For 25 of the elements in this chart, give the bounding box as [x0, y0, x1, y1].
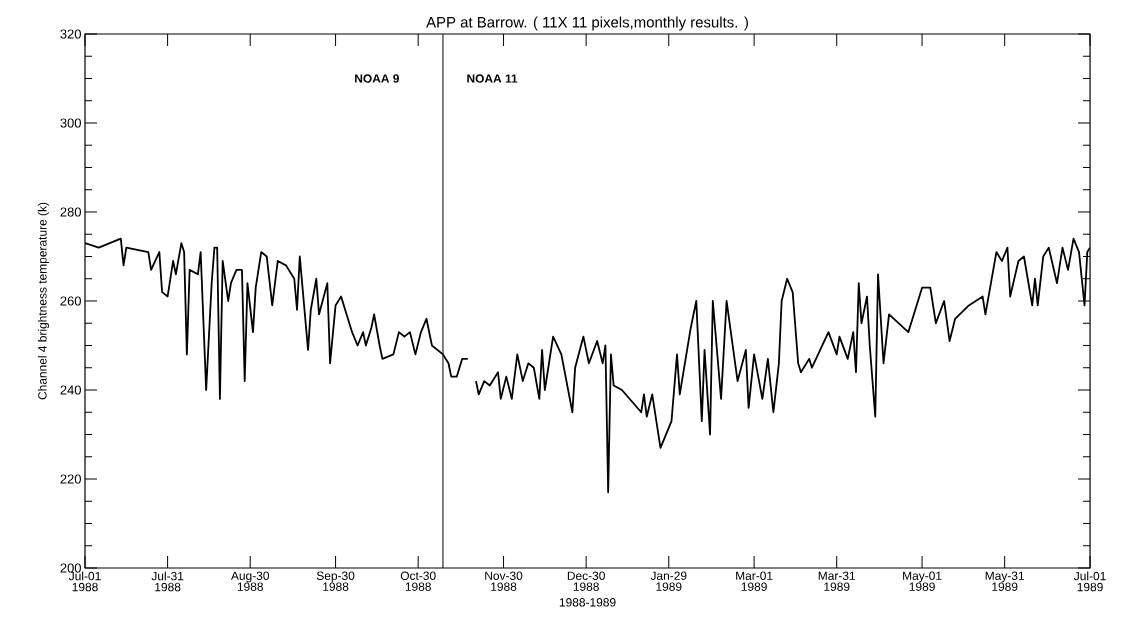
x-tick-label: Jan-29 1989	[650, 571, 687, 591]
x-tick-label: Jul-31 1988	[151, 571, 184, 592]
annotation: NOAA 11	[467, 74, 518, 83]
x-tick-label: Aug-30 1988	[230, 571, 270, 591]
x-tick-label: Oct-30 1988	[400, 571, 436, 591]
y-tick-label: 240	[60, 385, 81, 395]
y-tick-label: 200	[60, 563, 81, 573]
x-tick-label: Nov-30 1988	[485, 571, 523, 591]
y-tick-label: 260	[60, 296, 81, 306]
y-axis-title: Channel 4 brightness temperature (k)	[37, 202, 50, 400]
x-tick-label: Jul-01 1988	[68, 571, 101, 592]
x-tick-label: Mar-01 1989	[736, 571, 773, 591]
x-tick-label: Mar-31 1989	[818, 571, 856, 591]
x-tick-label: Dec-30 1988	[567, 571, 605, 591]
chart-title: APP at Barrow. ( 11X 11 pixels,monthly results. )	[426, 16, 748, 31]
x-tick-label: Sep-30 1988	[316, 571, 355, 591]
y-tick-label: 320	[60, 29, 81, 39]
x-tick-label: May-01 1989	[903, 571, 942, 591]
annotation: NOAA 9	[355, 74, 399, 83]
x-tick-label: Jul-01 1989	[1073, 571, 1106, 592]
x-axis-title: 1988-1989	[559, 598, 616, 607]
x-tick-label: May-31 1989	[985, 571, 1025, 591]
y-tick-label: 220	[60, 474, 81, 484]
y-tick-label: 280	[60, 207, 81, 217]
y-tick-label: 300	[60, 118, 81, 128]
